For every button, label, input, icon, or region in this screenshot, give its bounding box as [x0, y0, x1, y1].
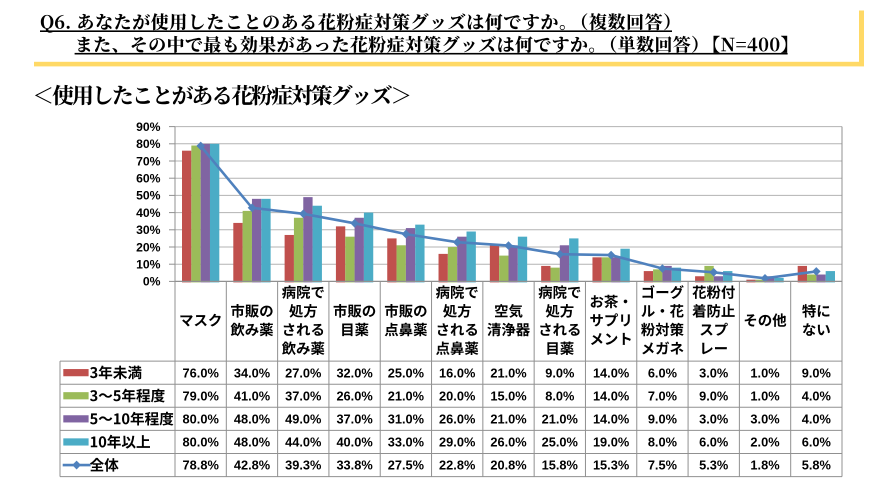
svg-text:29.0%: 29.0%: [439, 435, 476, 450]
svg-text:1.8%: 1.8%: [750, 458, 780, 473]
svg-text:15.3%: 15.3%: [593, 458, 630, 473]
svg-text:5.3%: 5.3%: [699, 458, 729, 473]
svg-text:27.0%: 27.0%: [285, 365, 322, 380]
svg-text:14.0%: 14.0%: [593, 388, 630, 403]
svg-text:1.0%: 1.0%: [750, 388, 780, 403]
svg-text:26.0%: 26.0%: [336, 388, 373, 403]
svg-text:34.0%: 34.0%: [234, 365, 271, 380]
svg-text:4.0%: 4.0%: [802, 388, 832, 403]
svg-text:22.8%: 22.8%: [439, 458, 476, 473]
svg-text:20%: 20%: [136, 240, 161, 254]
svg-text:6.0%: 6.0%: [802, 435, 832, 450]
svg-text:19.0%: 19.0%: [593, 435, 630, 450]
svg-text:3.0%: 3.0%: [750, 411, 780, 426]
svg-text:2.0%: 2.0%: [750, 435, 780, 450]
svg-text:40.0%: 40.0%: [336, 435, 373, 450]
svg-text:78.8%: 78.8%: [183, 458, 220, 473]
svg-text:14.0%: 14.0%: [593, 365, 630, 380]
svg-text:39.3%: 39.3%: [285, 458, 322, 473]
svg-text:90%: 90%: [136, 120, 161, 134]
svg-text:30%: 30%: [136, 223, 161, 237]
svg-text:80%: 80%: [136, 137, 161, 151]
svg-text:21.0%: 21.0%: [542, 411, 579, 426]
svg-text:10%: 10%: [136, 258, 161, 272]
svg-text:44.0%: 44.0%: [285, 435, 322, 450]
svg-text:5.8%: 5.8%: [802, 458, 832, 473]
svg-text:21.0%: 21.0%: [490, 365, 527, 380]
svg-text:15.8%: 15.8%: [542, 458, 579, 473]
svg-text:9.0%: 9.0%: [648, 411, 678, 426]
svg-text:7.0%: 7.0%: [648, 388, 678, 403]
svg-text:70%: 70%: [136, 154, 161, 168]
svg-text:14.0%: 14.0%: [593, 411, 630, 426]
svg-text:20.8%: 20.8%: [490, 458, 527, 473]
svg-text:40%: 40%: [136, 206, 161, 220]
svg-text:49.0%: 49.0%: [285, 411, 322, 426]
svg-text:33.8%: 33.8%: [336, 458, 373, 473]
svg-text:80.0%: 80.0%: [183, 411, 220, 426]
svg-text:80.0%: 80.0%: [183, 435, 220, 450]
svg-text:76.0%: 76.0%: [183, 365, 220, 380]
svg-text:48.0%: 48.0%: [234, 411, 271, 426]
svg-text:9.0%: 9.0%: [699, 388, 729, 403]
svg-text:33.0%: 33.0%: [388, 435, 425, 450]
svg-text:41.0%: 41.0%: [234, 388, 271, 403]
svg-text:26.0%: 26.0%: [439, 411, 476, 426]
svg-text:6.0%: 6.0%: [699, 435, 729, 450]
svg-text:21.0%: 21.0%: [490, 411, 527, 426]
svg-text:79.0%: 79.0%: [183, 388, 220, 403]
svg-text:3.0%: 3.0%: [699, 365, 729, 380]
svg-text:21.0%: 21.0%: [388, 388, 425, 403]
svg-text:9.0%: 9.0%: [802, 365, 832, 380]
svg-text:0%: 0%: [143, 275, 161, 289]
svg-text:32.0%: 32.0%: [336, 365, 373, 380]
svg-text:8.0%: 8.0%: [648, 435, 678, 450]
svg-text:15.0%: 15.0%: [490, 388, 527, 403]
svg-text:37.0%: 37.0%: [336, 411, 373, 426]
svg-text:25.0%: 25.0%: [388, 365, 425, 380]
svg-text:4.0%: 4.0%: [802, 411, 832, 426]
svg-text:3.0%: 3.0%: [699, 411, 729, 426]
svg-text:26.0%: 26.0%: [490, 435, 527, 450]
svg-text:60%: 60%: [136, 172, 161, 186]
svg-text:7.5%: 7.5%: [648, 458, 678, 473]
svg-text:42.8%: 42.8%: [234, 458, 271, 473]
svg-text:50%: 50%: [136, 189, 161, 203]
svg-text:6.0%: 6.0%: [648, 365, 678, 380]
svg-text:16.0%: 16.0%: [439, 365, 476, 380]
svg-text:20.0%: 20.0%: [439, 388, 476, 403]
svg-text:25.0%: 25.0%: [542, 435, 579, 450]
svg-text:31.0%: 31.0%: [388, 411, 425, 426]
svg-text:48.0%: 48.0%: [234, 435, 271, 450]
svg-text:1.0%: 1.0%: [750, 365, 780, 380]
svg-text:27.5%: 27.5%: [388, 458, 425, 473]
svg-text:37.0%: 37.0%: [285, 388, 322, 403]
svg-text:8.0%: 8.0%: [545, 388, 575, 403]
svg-text:9.0%: 9.0%: [545, 365, 575, 380]
